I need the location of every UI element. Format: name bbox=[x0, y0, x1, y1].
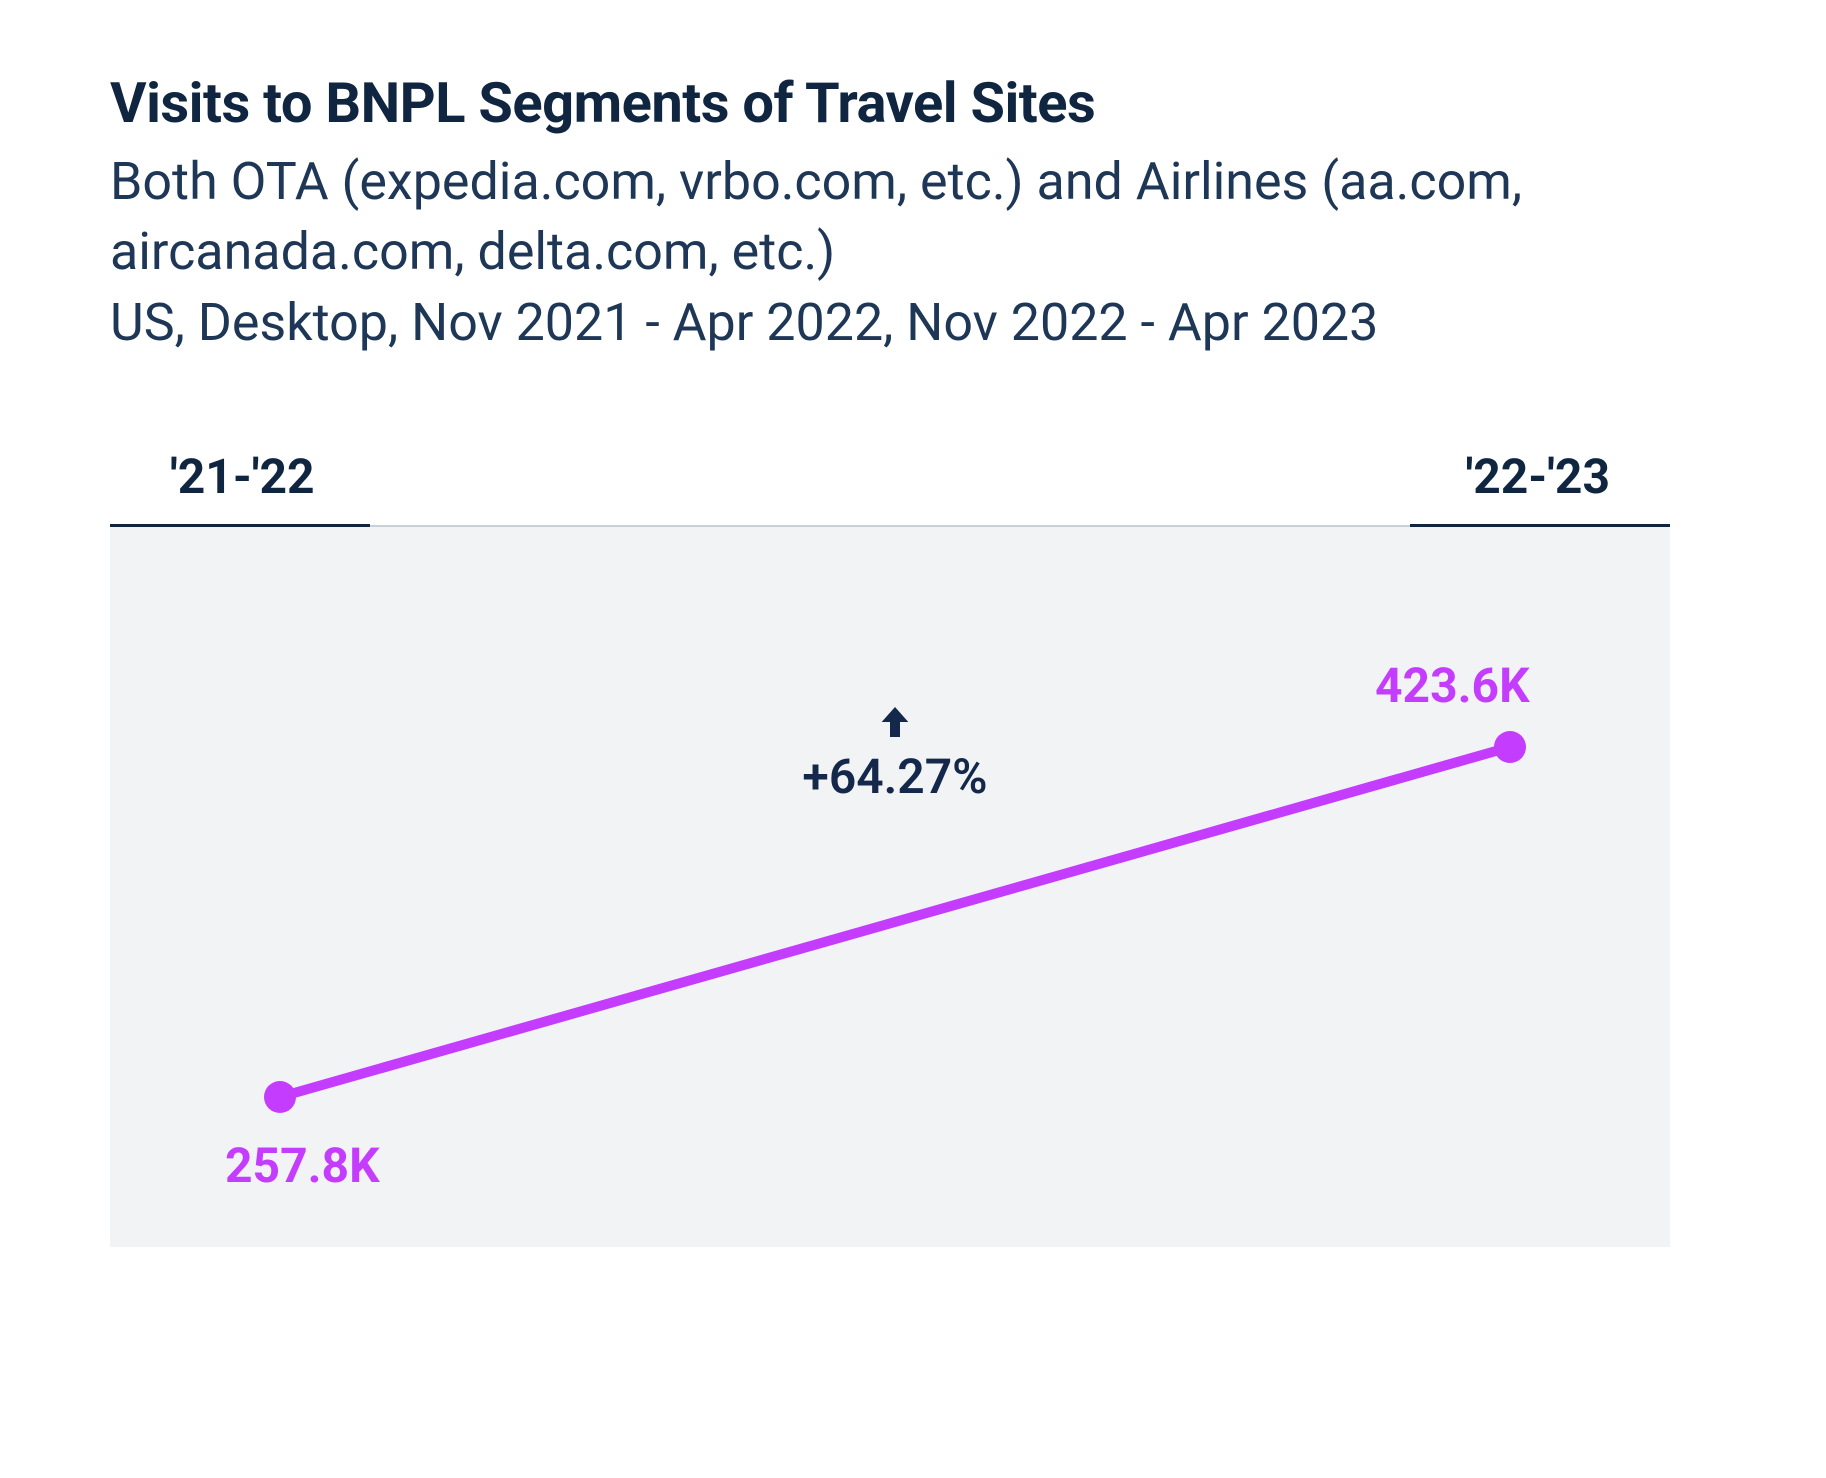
data-point-label-end: 423.6K bbox=[1375, 657, 1530, 714]
x-axis-labels: '21-'22 '22-'23 bbox=[110, 448, 1670, 525]
arrow-up-icon bbox=[875, 702, 915, 742]
x-axis-label-end: '22-'23 bbox=[1465, 448, 1610, 505]
x-axis-label-start: '21-'22 bbox=[170, 448, 315, 505]
chart-title: Visits to BNPL Segments of Travel Sites bbox=[110, 70, 1716, 137]
delta-text: +64.27% bbox=[750, 748, 1040, 805]
delta-indicator: +64.27% bbox=[750, 702, 1040, 805]
chart-container: '21-'22 '22-'23 257.8K 423.6K +64.27% bbox=[110, 448, 1670, 1247]
chart-subtitle: Both OTA (expedia.com, vrbo.com, etc.) a… bbox=[110, 147, 1716, 358]
figure: Visits to BNPL Segments of Travel Sites … bbox=[0, 0, 1826, 1478]
data-point-label-start: 257.8K bbox=[225, 1137, 380, 1194]
chart-plot-area: 257.8K 423.6K +64.27% bbox=[110, 527, 1670, 1247]
